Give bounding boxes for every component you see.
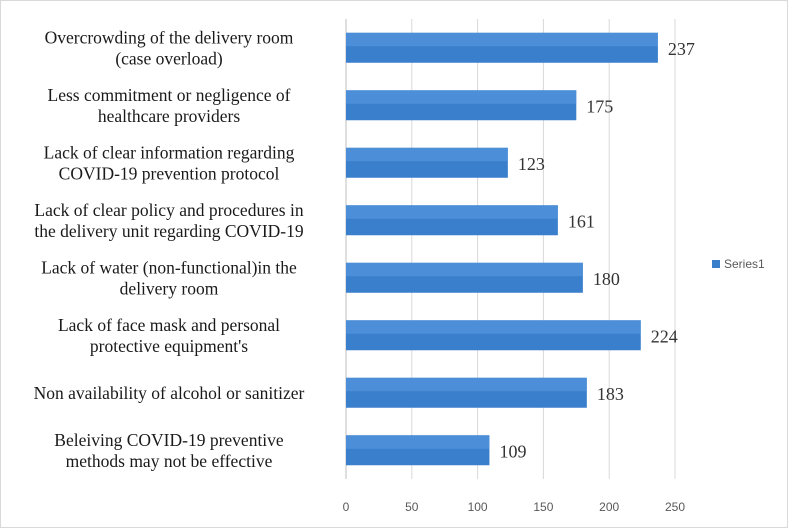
category-label: Non availability of alcohol or sanitizer [34, 383, 305, 403]
data-label: 109 [499, 441, 526, 461]
data-label: 180 [593, 269, 620, 289]
category-label: Lack of water (non-functional)in the deli… [41, 257, 297, 298]
x-tick-label: 50 [405, 500, 419, 514]
data-label: 161 [568, 211, 595, 231]
category-label-line: Lack of clear policy and procedures in [34, 200, 303, 220]
category-label: Less commitment or negligence of healthca… [48, 85, 291, 126]
bar-highlight [346, 435, 490, 449]
x-tick-label: 200 [599, 500, 619, 514]
x-tick-label: 0 [343, 500, 350, 514]
category-label: Beleiving COVID-19 preventive methods may… [54, 430, 284, 471]
legend: Series1 [712, 257, 765, 271]
bar-highlight [346, 377, 587, 392]
category-label-line: Less commitment or negligence of [48, 85, 291, 105]
x-tick-label: 150 [533, 500, 553, 514]
category-label-line: Lack of water (non-functional)in the [41, 257, 297, 277]
category-labels: Overcrowding of the delivery room (case o… [34, 27, 305, 471]
category-label-line: Overcrowding of the delivery room [45, 27, 294, 47]
bar-highlight [346, 320, 641, 334]
category-label-line: (case overload) [115, 48, 223, 68]
category-label-line: Lack of clear information regarding [44, 142, 295, 162]
data-label: 224 [651, 326, 678, 346]
bar-highlight [346, 147, 508, 162]
category-label: Lack of clear policy and procedures in th… [34, 200, 303, 241]
category-label-line: delivery room [120, 278, 219, 298]
category-label-line: COVID-19 prevention protocol [59, 163, 280, 183]
category-label-line: healthcare providers [98, 106, 241, 126]
category-label: Lack of face mask and personal protective… [58, 315, 280, 356]
category-label: Overcrowding of the delivery room (case o… [45, 27, 294, 68]
x-tick-label: 100 [468, 500, 488, 514]
gridlines [345, 19, 676, 479]
category-label-line: Non availability of alcohol or sanitizer [34, 383, 305, 403]
bar-highlight [346, 262, 583, 277]
legend-label: Series1 [724, 257, 765, 271]
data-label: 123 [518, 154, 545, 174]
category-label-line: methods may not be effective [66, 451, 273, 471]
data-label: 237 [668, 39, 695, 59]
category-label-line: Beleiving COVID-19 preventive [54, 430, 284, 450]
category-label-line: protective equipment's [90, 336, 248, 356]
x-tick-label: 250 [665, 500, 685, 514]
category-label-line: the delivery unit regarding COVID-19 [34, 221, 303, 241]
bars [346, 32, 658, 466]
bar-highlight [346, 205, 558, 219]
data-label: 183 [597, 384, 624, 404]
bar-highlight [346, 90, 577, 104]
data-label: 175 [586, 96, 613, 116]
bar-highlight [346, 32, 658, 47]
data-labels: 237 175 123 161 180 224 183 109 [499, 39, 694, 462]
x-axis-ticks: 0 50 100 150 200 250 [343, 500, 686, 514]
category-label-line: Lack of face mask and personal [58, 315, 280, 335]
legend-swatch [712, 260, 720, 268]
category-label: Lack of clear information regarding COVID… [44, 142, 295, 183]
